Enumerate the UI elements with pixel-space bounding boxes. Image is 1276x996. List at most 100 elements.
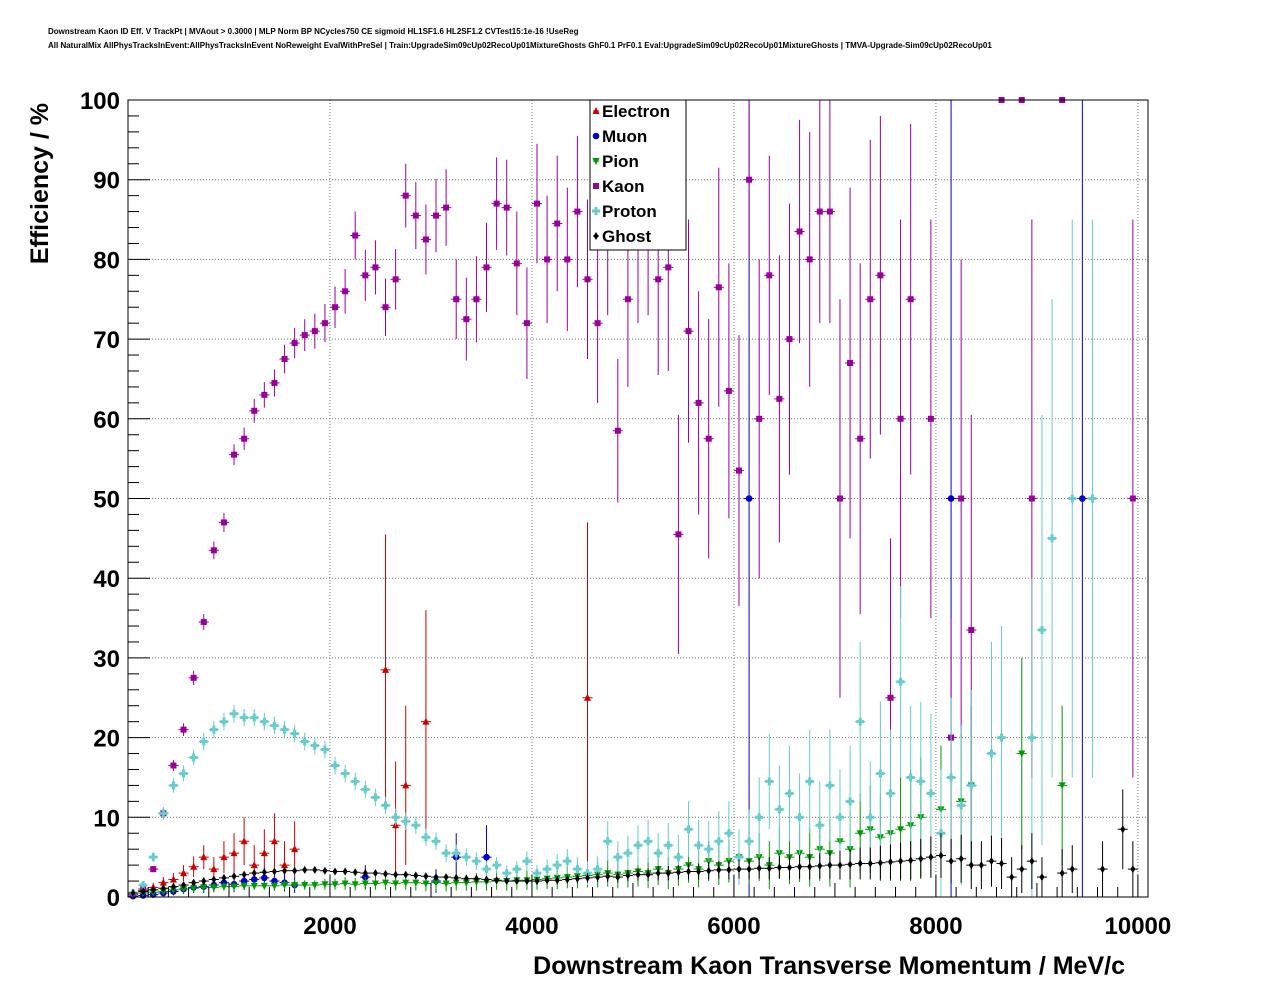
- marker: [190, 674, 197, 681]
- data-point: [703, 319, 714, 559]
- marker: [382, 879, 390, 887]
- marker: [240, 882, 248, 890]
- data-point: [481, 875, 492, 884]
- marker: [825, 781, 834, 790]
- marker: [827, 861, 833, 870]
- data-point: [602, 870, 613, 882]
- data-point: [410, 871, 421, 880]
- data-point: [228, 872, 240, 881]
- marker: [261, 391, 268, 398]
- data-point: [218, 873, 229, 882]
- data-point: [390, 249, 401, 310]
- marker: [1058, 782, 1066, 790]
- marker: [482, 865, 491, 874]
- data-point: [1117, 789, 1128, 870]
- marker: [755, 813, 764, 822]
- marker: [421, 833, 430, 842]
- data-point: [228, 704, 240, 723]
- marker: [897, 415, 904, 422]
- marker: [776, 395, 783, 402]
- marker: [746, 865, 752, 874]
- marker: [1100, 865, 1106, 874]
- data-point: [269, 716, 280, 735]
- marker: [857, 435, 864, 442]
- marker: [301, 332, 308, 339]
- marker: [130, 889, 136, 898]
- marker: [775, 850, 783, 858]
- marker: [887, 694, 894, 701]
- y-tick-label: 70: [93, 327, 120, 354]
- marker: [422, 236, 429, 243]
- data-point: [592, 872, 603, 882]
- marker: [332, 867, 338, 876]
- marker: [433, 873, 439, 882]
- marker: [392, 880, 400, 888]
- marker: [432, 879, 440, 887]
- marker: [150, 885, 156, 894]
- data-point: [390, 808, 401, 827]
- data-point: [814, 853, 825, 879]
- legend-marker: [593, 183, 599, 189]
- x-tick-label: 2000: [303, 913, 356, 940]
- data-point: [865, 847, 876, 880]
- data-point: [612, 841, 623, 874]
- marker: [724, 829, 733, 838]
- marker: [967, 781, 976, 790]
- data-point: [370, 869, 381, 878]
- marker: [170, 762, 177, 769]
- data-point: [239, 817, 250, 866]
- data-point: [400, 812, 411, 831]
- data-point: [299, 865, 310, 874]
- marker: [371, 793, 380, 802]
- marker: [756, 864, 762, 873]
- marker: [786, 863, 792, 872]
- data-point: [845, 849, 856, 880]
- data-point: [239, 870, 250, 879]
- data-point: [713, 861, 724, 879]
- legend-marker: [592, 107, 600, 114]
- data-point: [279, 720, 290, 739]
- data-point: [744, 100, 755, 260]
- marker: [342, 288, 349, 295]
- marker: [290, 729, 299, 738]
- marker: [432, 837, 441, 846]
- data-point: [925, 836, 936, 878]
- data-point: [410, 816, 421, 835]
- data-point: [905, 705, 916, 850]
- data-point: [420, 204, 431, 275]
- data-point: [471, 852, 482, 870]
- marker: [847, 360, 854, 367]
- marker: [796, 228, 803, 235]
- data-point: [562, 187, 573, 332]
- marker: [493, 200, 500, 207]
- marker: [180, 726, 187, 733]
- data-point: [390, 870, 401, 879]
- marker: [201, 877, 207, 886]
- data-point: [340, 867, 351, 876]
- data-point: [754, 259, 765, 579]
- legend-label: Kaon: [602, 177, 645, 196]
- marker: [776, 863, 782, 872]
- marker: [906, 773, 915, 782]
- data-point: [380, 534, 391, 806]
- data-point: [1067, 219, 1078, 778]
- data-point: [501, 159, 512, 256]
- marker: [644, 837, 653, 846]
- data-point: [329, 756, 341, 775]
- data-point: [804, 131, 815, 387]
- data-point: [228, 882, 240, 891]
- marker: [210, 547, 217, 554]
- data-point: [976, 841, 987, 890]
- marker: [1039, 873, 1045, 882]
- data-point: [895, 219, 906, 619]
- data-point: [764, 155, 775, 395]
- data-point: [794, 773, 805, 862]
- data-point: [693, 863, 704, 880]
- data-point: [360, 877, 371, 890]
- marker: [190, 885, 198, 893]
- marker: [806, 256, 813, 263]
- data-point: [188, 749, 199, 766]
- marker: [696, 867, 702, 876]
- data-point: [784, 745, 795, 842]
- marker: [311, 328, 318, 335]
